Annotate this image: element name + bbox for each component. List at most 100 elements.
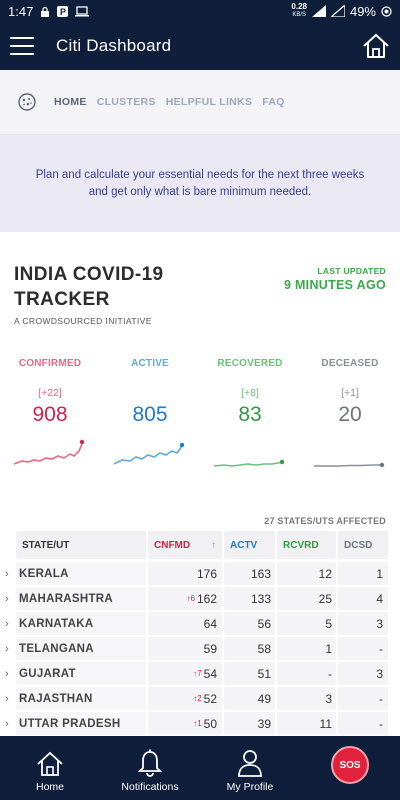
sparkline-confirmed: [13, 439, 85, 465]
nav-sos[interactable]: SOS: [300, 736, 400, 800]
cell-state: GUJARAT: [16, 662, 146, 685]
cell-state: TELANGANA: [16, 637, 146, 660]
expand-chevron-icon[interactable]: ›: [5, 567, 9, 580]
header-confirmed[interactable]: CNFMD ↑: [148, 531, 222, 559]
stat-confirmed[interactable]: CONFIRMED [+22] 908: [0, 356, 100, 476]
tracker-subtitle: A CROWDSOURCED INITIATIVE: [14, 316, 152, 326]
stat-confirmed-delta: [+22]: [38, 387, 62, 399]
table-row[interactable]: › RAJASTHAN ↑2 52 49 3-: [0, 687, 400, 710]
table-row[interactable]: › TELANGANA 59 58 1-: [0, 637, 400, 660]
cell-recovered: 3: [277, 687, 336, 710]
cell-deceased: 3: [338, 662, 388, 685]
cell-confirmed: 59: [148, 637, 222, 660]
tracker-title: INDIA COVID-19 TRACKER: [14, 264, 164, 310]
nav-notifications-label: Notifications: [121, 781, 179, 793]
cell-deceased: 1: [338, 562, 388, 585]
cell-deceased: -: [338, 687, 388, 710]
stat-recovered-label: RECOVERED: [217, 358, 283, 369]
laptop-icon: [75, 5, 90, 16]
sparkline-deceased: [314, 462, 385, 468]
cell-state: RAJASTHAN: [16, 687, 146, 710]
tab-helpful-links[interactable]: HELPFUL LINKS: [165, 96, 253, 108]
home-icon: [37, 751, 63, 776]
cell-state: MAHARASHTRA: [16, 587, 146, 610]
cell-deceased: 4: [338, 587, 388, 610]
table-row[interactable]: › KARNATAKA 64 56 5 3: [0, 612, 400, 635]
stat-deceased-label: DECEASED: [321, 358, 379, 369]
table-row[interactable]: › KERALA 176 163 12 1: [0, 562, 400, 585]
app-bar: Citi Dashboard: [0, 22, 400, 70]
svg-text:P: P: [60, 7, 66, 17]
table-header: STATE/UT CNFMD ↑ ACTV RCVRD DCSD: [0, 531, 400, 559]
cell-recovered: -: [277, 662, 336, 685]
cell-state: KERALA: [16, 562, 146, 585]
sparkline-recovered: [213, 459, 285, 467]
nav-notifications[interactable]: Notifications: [100, 736, 200, 800]
user-icon: [238, 750, 262, 777]
stat-recovered[interactable]: RECOVERED [+8] 83: [200, 356, 300, 476]
status-bar: 1:47 P 0.28 KB/S 49%: [0, 0, 400, 22]
stat-recovered-value: 83: [238, 403, 262, 426]
sos-button[interactable]: SOS: [331, 746, 369, 784]
expand-chevron-icon[interactable]: ›: [5, 717, 9, 730]
app-title: Citi Dashboard: [56, 36, 172, 55]
expand-chevron-icon[interactable]: ›: [5, 692, 9, 705]
stat-confirmed-label: CONFIRMED: [18, 358, 82, 369]
expand-chevron-icon[interactable]: ›: [5, 642, 9, 655]
cell-active: 163: [224, 562, 275, 585]
cell-active: 39: [224, 712, 275, 735]
battery-level: 49%: [349, 3, 376, 19]
expand-chevron-icon[interactable]: ›: [5, 667, 9, 680]
stat-active-label: ACTIVE: [131, 358, 169, 369]
sort-arrow-icon: ↑: [211, 539, 216, 551]
paytm-icon: P: [57, 5, 69, 17]
cell-active: 51: [224, 662, 275, 685]
cell-state: KARNATAKA: [16, 612, 146, 635]
table-row[interactable]: › UTTAR PRADESH ↑1 50 39 11-: [0, 712, 400, 735]
tab-home[interactable]: HOME: [54, 96, 87, 108]
header-deceased[interactable]: DCSD: [338, 531, 388, 559]
nav-profile[interactable]: My Profile: [200, 736, 300, 800]
cell-confirmed: ↑6 162: [148, 587, 222, 610]
header-active[interactable]: ACTV: [224, 531, 275, 559]
stat-deceased-delta: [+1]: [341, 387, 359, 399]
cell-confirmed: ↑2 52: [148, 687, 222, 710]
table-row[interactable]: › MAHARASHTRA ↑6 162 133 25 4: [0, 587, 400, 610]
banner-text: Plan and calculate your essential needs …: [35, 168, 365, 198]
nav-home[interactable]: Home: [0, 736, 100, 800]
cell-confirmed: ↑1 50: [148, 712, 222, 735]
cell-confirmed: ↑7 54: [148, 662, 222, 685]
expand-chevron-icon[interactable]: ›: [5, 617, 9, 630]
expand-chevron-icon[interactable]: ›: [5, 592, 9, 605]
status-time: 1:47: [8, 3, 34, 19]
tab-faq[interactable]: FAQ: [262, 96, 285, 108]
stat-active[interactable]: ACTIVE 805: [100, 356, 200, 476]
cell-recovered: 5: [277, 612, 336, 635]
stat-deceased[interactable]: DECEASED [+1] 20: [300, 356, 400, 476]
sync-icon: [381, 5, 392, 17]
stat-deceased-value: 20: [338, 403, 362, 426]
last-updated: LAST UPDATED 9 MINUTES AGO: [284, 266, 386, 292]
last-updated-value: 9 MINUTES AGO: [283, 278, 386, 292]
increase-indicator: ↑2: [193, 694, 202, 703]
virus-logo-icon[interactable]: [16, 91, 38, 113]
cell-recovered: 11: [277, 712, 336, 735]
tab-clusters[interactable]: CLUSTERS: [96, 96, 156, 108]
cell-active: 56: [224, 612, 275, 635]
header-state[interactable]: STATE/UT: [16, 531, 146, 559]
header-recovered[interactable]: RCVRD: [277, 531, 336, 559]
network-speed: 0.28 KB/S: [291, 2, 307, 19]
table-row[interactable]: › GUJARAT ↑7 54 51-3: [0, 662, 400, 685]
lock-icon: [41, 6, 50, 17]
info-banner[interactable]: Plan and calculate your essential needs …: [0, 135, 400, 232]
stat-recovered-delta: [+8]: [241, 387, 259, 399]
signal-4g-icon: [311, 5, 326, 17]
states-table: STATE/UT CNFMD ↑ ACTV RCVRD DCSD › KERALA…: [0, 531, 400, 737]
increase-indicator: ↑6: [186, 594, 195, 603]
increase-indicator: ↑1: [193, 719, 202, 728]
hamburger-menu-icon[interactable]: [10, 37, 34, 55]
bottom-nav: Home Notifications My Profile SOS: [0, 736, 400, 800]
home-icon[interactable]: [362, 33, 390, 59]
nav-profile-label: My Profile: [226, 781, 274, 793]
signal-icon: [330, 5, 345, 17]
